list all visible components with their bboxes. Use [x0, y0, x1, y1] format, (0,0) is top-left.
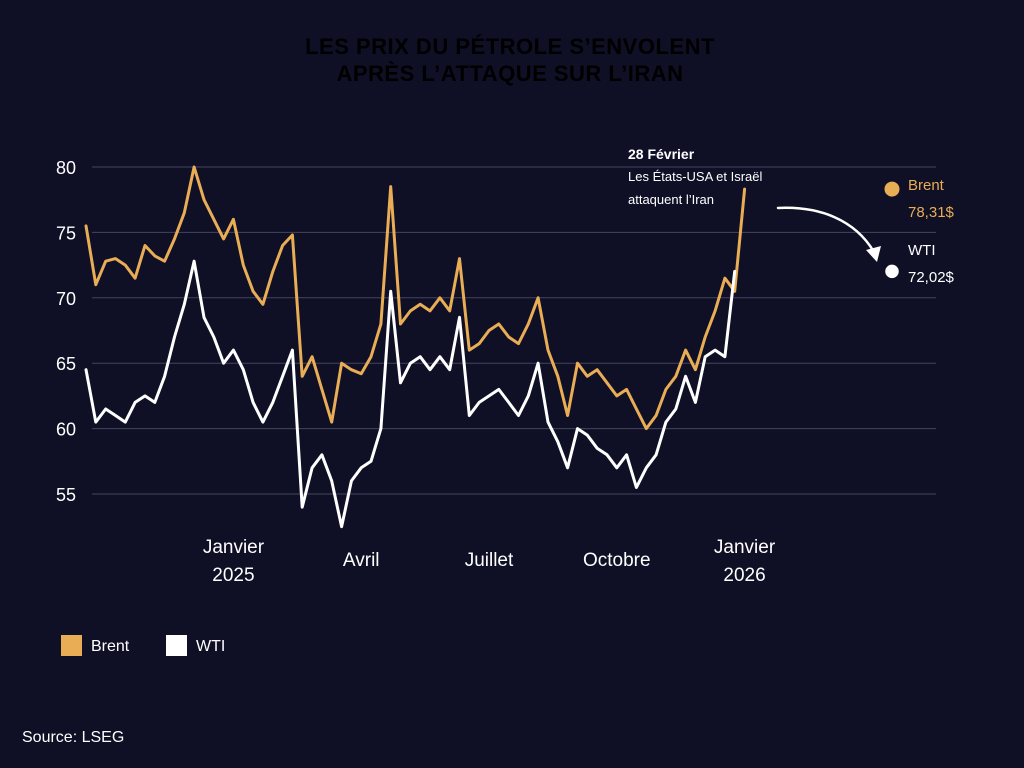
- annotation-arrow-head-icon: [866, 246, 881, 262]
- chart-title-line-1: LES PRIX DU PÉTROLE S’ENVOLENT: [305, 34, 715, 59]
- wti-end-marker: [883, 263, 901, 280]
- brent-end-label: Brent: [908, 177, 945, 194]
- brent-end-value: 78,31$: [908, 204, 955, 221]
- brent-end-marker: [884, 181, 900, 197]
- legend-swatch-brent: [61, 635, 82, 656]
- x-tick-label-3: Octobre: [583, 550, 651, 571]
- y-tick-70: 70: [56, 289, 76, 309]
- x-tick-label-0: Janvier: [203, 537, 265, 558]
- annotation-arrow: [776, 206, 876, 254]
- x-tick-label-1: Avril: [343, 550, 380, 571]
- y-tick-75: 75: [56, 223, 76, 243]
- wti-end-label: WTI: [908, 242, 936, 259]
- legend-label-wti: WTI: [196, 638, 225, 655]
- source-note: Source: LSEG: [22, 729, 124, 746]
- wti-end-value: 72,02$: [908, 269, 955, 286]
- annotation-line-2: attaquent l’Iran: [628, 192, 714, 207]
- x-axis-ticks: Janvier 2025 Avril Juillet Octobre Janvier 202…: [203, 537, 776, 586]
- chart-title-line-2: APRÈS L’ATTAQUE SUR L’IRAN: [336, 61, 683, 86]
- y-axis-ticks: 55 60 65 70 75 80: [56, 158, 76, 505]
- x-tick-year-0: 2025: [212, 565, 254, 586]
- y-tick-55: 55: [56, 485, 76, 505]
- brent-line: [84, 165, 747, 431]
- gridlines: [92, 166, 936, 495]
- y-tick-60: 60: [56, 420, 76, 440]
- x-tick-label-4: Janvier: [714, 537, 776, 558]
- x-tick-year-4: 2026: [723, 565, 765, 586]
- wti-line: [84, 259, 737, 529]
- x-tick-label-2: Juillet: [465, 550, 514, 571]
- y-tick-65: 65: [56, 354, 76, 374]
- y-tick-80: 80: [56, 158, 76, 178]
- annotation-line-1: Les États-USA et Israël: [628, 169, 763, 184]
- legend-swatch-wti: [166, 635, 187, 656]
- annotation-date: 28 Février: [628, 146, 695, 162]
- legend-label-brent: Brent: [91, 638, 130, 655]
